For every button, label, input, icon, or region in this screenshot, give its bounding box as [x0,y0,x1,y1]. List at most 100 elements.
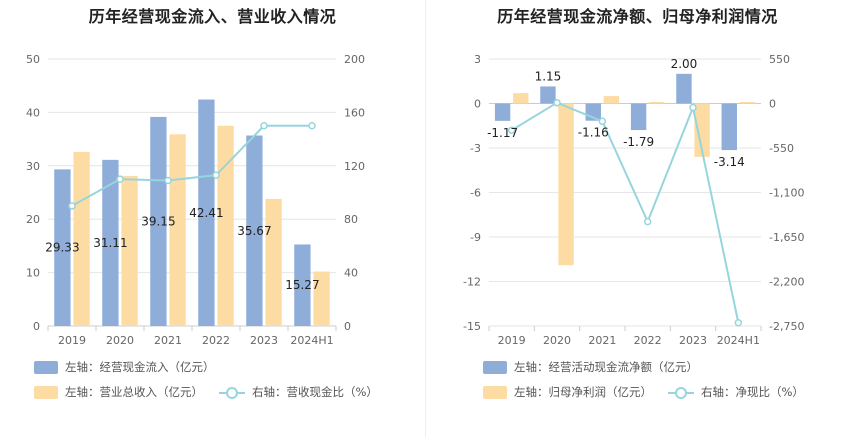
y-left-tick-label: -9 [470,231,481,244]
panel-divider [425,0,426,437]
data-label: 31.11 [93,236,127,250]
bar-cash_inflow [198,99,215,326]
legend-item-revenue[interactable]: 左轴：营业总收入（亿元） [34,384,203,400]
y-left-tick-label: 3 [474,53,481,66]
data-label: -1.17 [487,126,518,140]
x-tick-label: 2022 [634,334,662,347]
line-point-net_ratio_line [643,217,652,226]
bar-cash_inflow [294,244,311,326]
bar-revenue [265,198,282,326]
bar-net_profit [603,96,620,104]
chart-title: 历年经营现金流净额、归母净利润情况 [497,7,778,26]
line-point-ratio_line [308,122,316,130]
data-label: 39.15 [141,214,175,228]
y-left-tick-label: 0 [474,98,481,111]
chart-plot: 0 10 20 30 40 50 0 40 80 120 160 200 2019 2020 2021 202… [26,53,365,347]
bar-revenue [169,134,186,326]
bar-cash_inflow [102,159,119,326]
bar-net_profit [694,103,710,157]
legend-label: 右轴：净现比（%） [701,385,804,399]
x-tick-label: 2020 [543,334,571,347]
legend-item-net-ratio[interactable]: 右轴：净现比（%） [668,384,804,400]
y-left-tick-label: -3 [470,142,481,155]
chart-title: 历年经营现金流入、营业收入情况 [88,7,337,26]
y-right-tick-label: -1,100 [769,187,804,200]
line-point-net_ratio_line [598,117,607,126]
y-right-tick-label: 160 [344,106,365,119]
line-point-ratio_line [164,176,172,185]
line-point-ratio_line [212,171,220,179]
y-left-tick-label: 20 [26,213,40,226]
legend-label: 左轴：经营现金流入（亿元） [65,360,215,374]
legend-row-2: 左轴：归母净利润（亿元） 右轴：净现比（%） [483,384,820,400]
x-tick-label: 2019 [58,334,86,347]
bar-net_profit [739,102,756,104]
y-left-tick-label: 30 [26,160,40,173]
legend-row-2: 左轴：营业总收入（亿元） 右轴：营收现金比（%） [34,384,394,400]
line-point-ratio_line [68,202,76,210]
y-right-tick-label: 550 [769,53,790,66]
bar-net_cash [676,73,692,104]
x-tick-label: 2021 [154,334,182,347]
x-tick-label: 2022 [202,334,230,347]
legend-swatch-net-ratio-line [668,386,694,399]
data-label: 42.41 [189,206,223,220]
line-point-ratio_line [116,175,124,183]
y-right-tick-label: -550 [769,142,794,155]
legend-item-net-cash[interactable]: 左轴：经营活动现金流净额（亿元） [483,359,698,375]
data-label: -1.16 [578,126,609,140]
x-tick-label: 2020 [106,334,134,347]
y-right-tick-label: 120 [344,160,365,173]
y-left-tick-label: 50 [26,53,40,66]
y-right-tick-label: -2,200 [769,276,804,289]
legend-row-1: 左轴：经营活动现金流净额（亿元） [483,359,714,375]
line-point-net_ratio_line [734,319,743,327]
y-left-tick-label: 10 [26,267,40,280]
y-left-tick-label: 0 [33,320,40,333]
legend-swatch-cash-inflow [34,360,58,374]
line-point-net_ratio_line [553,98,561,107]
legend-swatch-revenue [34,385,58,399]
bar-net_cash [721,103,737,151]
chart-plot: 3 0 -3 -6 -9 -12 -15 550 0 -550 -1,100 -1,650 -2,200… [463,53,804,347]
legend-label: 左轴：营业总收入（亿元） [65,385,203,399]
x-tick-label: 2023 [250,334,278,347]
data-label: 29.33 [45,241,79,255]
legend-swatch-net-cash [483,360,507,374]
bar-net_cash [540,86,556,104]
bar-revenue [121,175,138,326]
bar-net_profit [649,102,665,104]
chart-panel-net-cash-profit: 历年经营现金流净额、归母净利润情况 3 0 -3 -6 -9 -12 -15 550 0 -550… [425,0,850,437]
line-net_ratio_line [511,101,740,323]
x-tick-label: 2023 [679,334,707,347]
data-label: -1.79 [623,135,654,149]
legend-item-net-profit[interactable]: 左轴：归母净利润（亿元） [483,384,652,400]
y-left-tick-label: -6 [470,187,481,200]
bar-cash_inflow [150,116,167,327]
x-tick-label: 2019 [498,334,526,347]
bar-revenue [313,271,330,326]
data-label: 2.00 [671,57,698,71]
bar-net_profit [513,93,529,104]
data-label: 15.27 [285,278,319,292]
y-left-tick-label: 40 [26,106,40,119]
legend-item-cash-inflow[interactable]: 左轴：经营现金流入（亿元） [34,359,215,375]
line-point-net_ratio_line [689,103,697,112]
legend-row-1: 左轴：经营现金流入（亿元） [34,359,231,375]
legend-swatch-net-profit [483,385,507,399]
legend-label: 左轴：归母净利润（亿元） [514,385,652,399]
data-label: 1.15 [535,69,562,83]
chart-panel-cash-inflow-revenue: 历年经营现金流入、营业收入情况 0 10 20 30 40 50 0 40 80 120 160 20… [26,7,394,400]
bar-net_profit [558,103,574,266]
y-right-tick-label: 200 [344,53,365,66]
y-right-tick-label: 40 [344,267,358,280]
y-right-tick-label: -2,750 [769,320,804,333]
legend-item-ratio[interactable]: 右轴：营收现金比（%） [219,384,378,400]
data-label: 35.67 [237,224,271,238]
line-point-net_ratio_line [507,126,516,134]
legend-label: 左轴：经营活动现金流净额（亿元） [514,360,698,374]
y-right-tick-label: -1,650 [769,231,804,244]
bar-cash_inflow [246,135,263,326]
x-tick-label: 2024H1 [290,334,333,347]
line-point-ratio_line [260,122,268,130]
